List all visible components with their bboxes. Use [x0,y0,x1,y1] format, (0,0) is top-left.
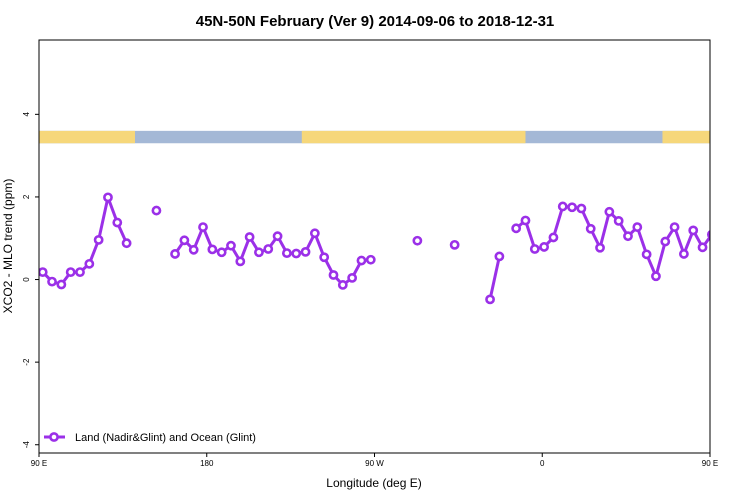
y-tick-label: -2 [22,358,31,366]
data-point [121,238,132,249]
data-point [103,192,113,203]
data-point [309,228,320,239]
data-point [272,231,283,242]
data-point [56,279,67,290]
y-tick-label: -4 [22,441,31,449]
data-point [520,215,531,226]
x-tick-label: 90 E [31,459,47,468]
data-point [576,203,587,214]
data-point [679,249,689,259]
data-point [151,205,162,216]
data-point [347,272,358,283]
data-point [93,234,104,245]
x-tick-label: 90 W [365,459,384,468]
x-axis-label: Longitude (deg E) [326,476,421,490]
data-point [706,229,710,240]
data-point [613,215,624,226]
data-point [485,294,495,305]
data-point [595,242,605,253]
data-point [188,244,199,255]
x-tick-label: 0 [540,459,545,468]
data-point [75,267,85,278]
data-point [291,248,302,259]
data-point [736,281,743,288]
data-point [494,251,505,262]
x-tick-label: 90 E [702,459,718,468]
land-band-segment [301,130,526,144]
y-axis: -4 -2 0 2 4 [22,112,39,449]
data-point [244,232,255,242]
series-line [488,256,501,300]
series-layer [39,192,750,305]
data-point [567,202,577,213]
data-point [727,278,734,285]
data-point [529,244,540,254]
legend-marker-swatch [49,432,59,442]
data-point [604,206,615,217]
data-point [365,254,376,265]
data-point [235,256,246,267]
data-point [539,242,550,252]
land-band-segment [662,130,710,144]
data-point [337,280,348,290]
data-point [226,240,236,251]
data-point [557,201,568,212]
data-point [548,232,559,243]
data-point [179,235,190,246]
data-point [688,225,699,236]
data-point [585,223,596,234]
legend-label: Land (Nadir&Glint) and Ocean (Glint) [75,432,256,444]
x-tick-label: 180 [200,459,214,468]
chart-title: 45N-50N February (Ver 9) 2014-09-06 to 2… [196,13,555,30]
land-ocean-band [39,130,710,144]
data-point [511,223,522,234]
data-point [300,246,311,257]
data-point [356,255,367,266]
data-point [660,236,671,247]
data-point [112,217,123,228]
data-point [623,231,633,242]
land-band-segment [39,130,135,144]
data-point [412,235,423,246]
data-point [263,244,274,254]
data-point [651,271,661,282]
data-point [84,258,95,269]
data-point [65,267,76,278]
y-axis-label: XCO2 - MLO trend (ppm) [1,179,15,314]
plot-frame [38,39,711,454]
y-tick-label: 4 [22,112,31,117]
data-point [319,252,330,263]
series-line [173,225,371,287]
data-point [207,244,218,255]
data-point [632,222,643,232]
data-point [47,276,57,287]
legend: Land (Nadir&Glint) and Ocean (Glint) [44,432,256,444]
data-point [697,242,708,253]
data-point [39,267,48,278]
data-point [669,222,680,232]
data-point [254,247,264,258]
data-point [449,239,460,250]
data-point [328,270,339,280]
data-point [170,249,180,259]
data-point [281,248,292,259]
data-point [198,222,208,232]
data-point [746,269,750,276]
y-tick-label: 0 [22,277,31,282]
data-point [216,247,227,258]
data-point [718,268,725,275]
y-tick-label: 2 [22,194,31,199]
data-point [641,249,652,260]
